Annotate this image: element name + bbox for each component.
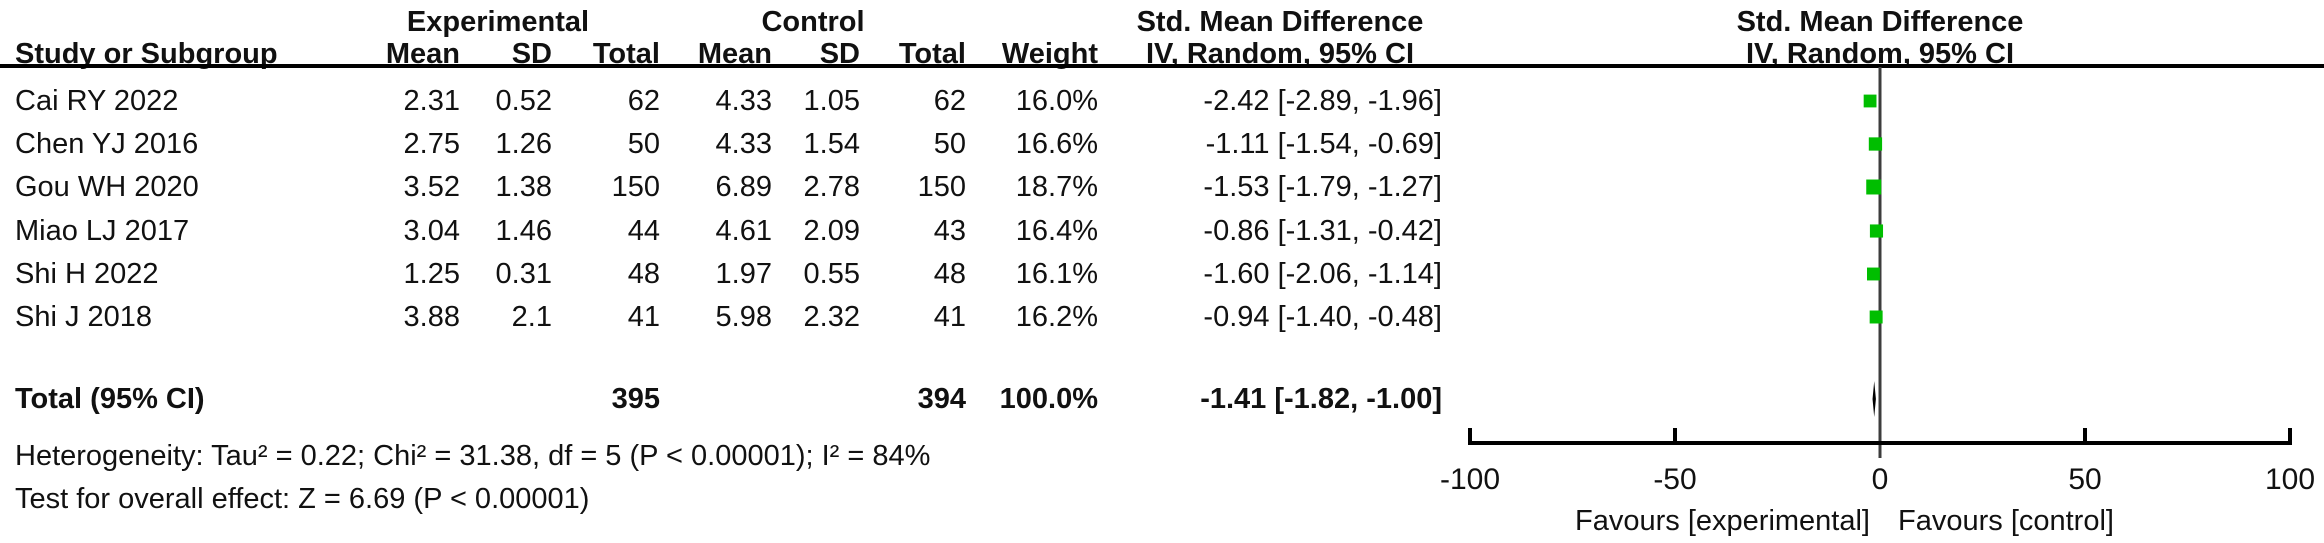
ctl-sd: 1.05 [803,85,860,117]
exp-sd: 2.1 [511,301,552,333]
column-group-smd-text: Std. Mean Difference [1136,6,1424,38]
ctl-sd: 2.32 [803,301,860,333]
group-header-control: Control [761,6,865,38]
weight-value: 18.7% [1015,171,1098,203]
ctl-sd: 2.78 [803,171,860,203]
study-row: Miao LJ 2017 3.04 1.46 44 4.61 2.09 43 16.4% -0.… [0,210,1460,253]
total-exp-n: 395 [611,383,660,415]
weight-value: 16.1% [1015,258,1098,290]
ctl-mean: 4.61 [715,215,772,247]
ctl-total: 50 [933,128,966,160]
axis-tick-label: 50 [2068,463,2101,496]
study-label: Shi J 2018 [15,301,153,333]
smd-ci-value: -0.94 [-1.40, -0.48] [1203,301,1442,333]
ctl-total: 150 [917,171,966,203]
study-row: Cai RY 2022 2.31 0.52 62 4.33 1.05 62 16.0% -2.4… [0,80,1460,123]
smd-ci-value: -1.11 [-1.54, -0.69] [1205,128,1442,160]
exp-mean: 3.04 [403,215,460,247]
exp-sd: 1.26 [495,128,552,160]
ctl-mean: 4.33 [715,85,772,117]
ctl-mean: 6.89 [715,171,772,203]
ctl-total: 41 [933,301,966,333]
study-label: Chen YJ 2016 [15,128,199,160]
favours-experimental-label: Favours [experimental] [1575,505,1870,537]
forest-plot-graphic: -100 -50 0 50 100 Favours [experimental] Favou… [1440,67,2315,537]
study-label: Gou WH 2020 [15,171,199,203]
study-label: Shi H 2022 [15,258,159,290]
ctl-mean: 4.33 [715,128,772,160]
total-row: Total (95% CI) 395 394 100.0% -1.41 [-1.… [0,378,1460,421]
ctl-mean: 5.98 [715,301,772,333]
exp-mean: 3.52 [403,171,460,203]
effect-marker [1868,137,1883,151]
axis-tick-label: -100 [1440,463,1500,496]
ctl-total: 43 [933,215,966,247]
exp-mean: 1.25 [403,258,460,290]
exp-sd: 1.38 [495,171,552,203]
study-row: Chen YJ 2016 2.75 1.26 50 4.33 1.54 50 16.6% -1.… [0,123,1460,166]
group-header-experimental: Experimental [406,6,590,38]
axis-tick-label: 100 [2265,463,2315,496]
study-row: Shi H 2022 1.25 0.31 48 1.97 0.55 48 16.1% -1.60… [0,253,1460,296]
exp-sd: 0.52 [495,85,552,117]
total-label: Total (95% CI) [15,383,205,415]
effect-marker [1869,224,1884,238]
study-label: Cai RY 2022 [15,85,179,117]
ctl-sd: 1.54 [803,128,860,160]
study-row: Gou WH 2020 3.52 1.38 150 6.89 2.78 150 18.7% -1… [0,166,1460,209]
study-label: Miao LJ 2017 [15,215,190,247]
study-row: Shi J 2018 3.88 2.1 41 5.98 2.32 41 16.2% -0.94 … [0,296,1460,339]
axis-tick-label: -50 [1653,463,1696,496]
ctl-mean: 1.97 [715,258,772,290]
exp-total: 41 [627,301,660,333]
overall-effect-test: Test for overall effect: Z = 6.69 (P < 0… [15,483,590,515]
ctl-sd: 0.55 [803,258,860,290]
exp-total: 50 [627,128,660,160]
smd-ci-value: -1.53 [-1.79, -1.27] [1203,171,1442,203]
exp-mean: 2.31 [403,85,460,117]
effect-marker [1869,310,1883,324]
smd-ci-value: -1.60 [-2.06, -1.14] [1203,258,1442,290]
exp-mean: 3.88 [403,301,460,333]
axis-tick-label: 0 [1872,463,1889,496]
weight-value: 16.6% [1015,128,1098,160]
pooled-diamond [1872,381,1876,417]
total-ctl-n: 394 [917,383,966,415]
total-ci: -1.41 [-1.82, -1.00] [1200,383,1442,415]
header-divider [0,64,2324,68]
heterogeneity-stats: Heterogeneity: Tau² = 0.22; Chi² = 31.38… [15,440,931,472]
weight-value: 16.2% [1015,301,1098,333]
ctl-total: 62 [933,85,966,117]
exp-total: 44 [627,215,660,247]
total-weight: 100.0% [999,383,1098,415]
plot-title-smd: Std. Mean Difference [1736,6,2024,38]
exp-total: 48 [627,258,660,290]
exp-sd: 1.46 [495,215,552,247]
effect-marker [1863,94,1877,108]
ctl-sd: 2.09 [803,215,860,247]
effect-marker [1867,267,1880,281]
favours-control-label: Favours [control] [1898,505,2114,537]
weight-value: 16.0% [1015,85,1098,117]
smd-ci-value: -0.86 [-1.31, -0.42] [1203,215,1442,247]
smd-ci-value: -2.42 [-2.89, -1.96] [1203,85,1442,117]
exp-total: 150 [611,171,660,203]
exp-sd: 0.31 [495,258,552,290]
exp-total: 62 [627,85,660,117]
weight-value: 16.4% [1015,215,1098,247]
exp-mean: 2.75 [403,128,460,160]
ctl-total: 48 [933,258,966,290]
effect-marker [1866,179,1882,195]
